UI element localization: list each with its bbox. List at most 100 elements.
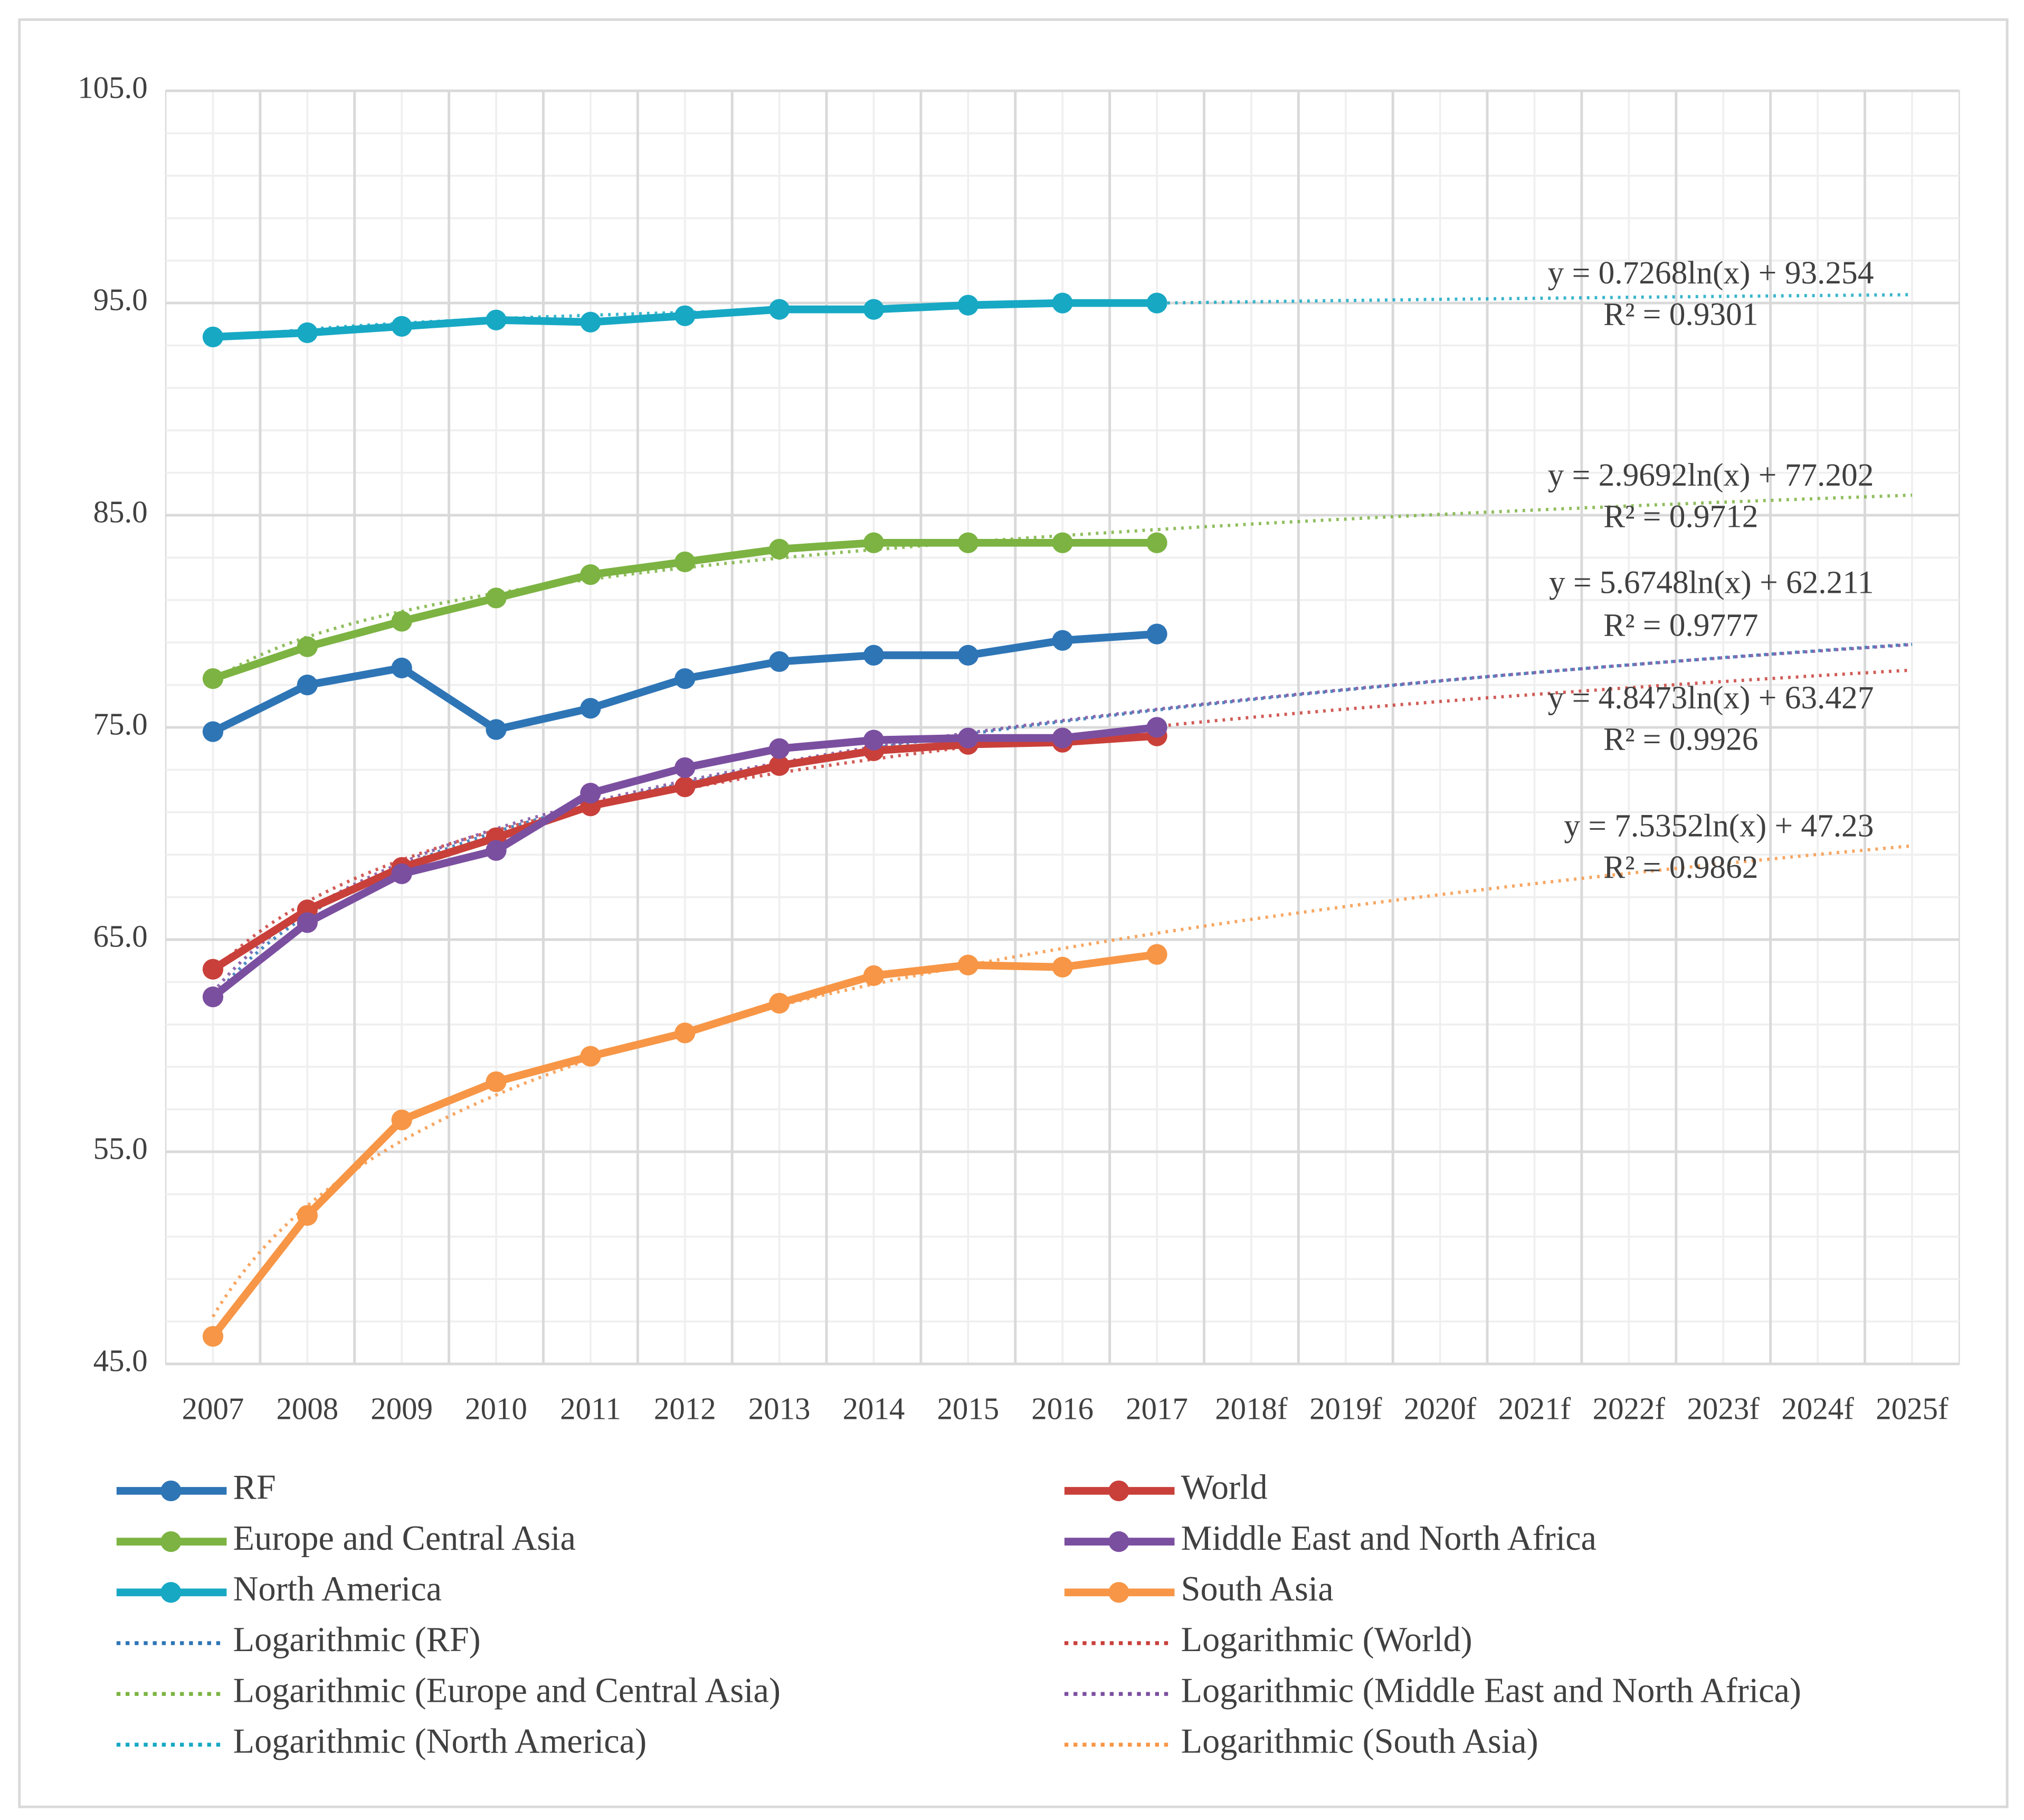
x-tick-label: 2023f [1687,1391,1760,1426]
trend-equation: y = 0.7268ln(x) + 93.254 [1548,255,1874,291]
marker [957,727,978,748]
marker [768,299,790,320]
marker [391,863,412,885]
legend-label: Logarithmic (RF) [233,1620,481,1659]
marker [863,965,885,986]
legend-label: Logarithmic (Europe and Central Asia) [233,1671,781,1710]
marker [202,668,224,689]
legend-label: World [1181,1468,1268,1507]
legend-label: Logarithmic (Middle East and North Afric… [1181,1671,1801,1710]
marker [1052,630,1073,651]
marker [202,721,224,742]
marker [1052,292,1073,314]
marker [674,305,696,326]
marker [202,959,224,980]
marker [1146,717,1167,738]
trend-r-squared: R² = 0.9926 [1603,721,1758,757]
marker [1146,623,1167,644]
trend-equation: y = 2.9692ln(x) + 77.202 [1548,457,1874,493]
marker [957,532,978,553]
x-tick-label: 2012 [654,1391,716,1426]
marker [486,587,507,609]
marker [486,719,507,740]
x-tick-label: 2020f [1404,1391,1477,1426]
legend-marker [1108,1531,1129,1552]
marker [1052,956,1073,978]
trend-line [211,844,1913,1318]
y-tick-label: 65.0 [93,920,148,954]
marker [768,651,790,672]
marker [863,644,885,666]
marker [486,1071,507,1092]
marker [863,532,885,553]
marker [297,1205,318,1226]
marker [768,738,790,759]
legend-label: South Asia [1181,1570,1334,1608]
marker [486,840,507,861]
legend-marker [160,1531,182,1552]
marker [297,322,318,343]
marker [580,311,601,333]
trend-equation: y = 4.8473ln(x) + 63.427 [1548,680,1874,716]
x-tick-label: 2007 [182,1391,244,1426]
x-tick-label: 2008 [276,1391,338,1426]
y-tick-label: 75.0 [93,707,148,742]
legend-label: North America [233,1570,442,1608]
x-tick-label: 2018f [1215,1391,1288,1426]
marker [1146,292,1167,314]
legend-marker [1108,1582,1129,1603]
marker [957,295,978,316]
x-tick-label: 2022f [1593,1391,1666,1426]
marker [391,657,412,679]
x-tick-label: 2011 [560,1391,621,1426]
x-tick-label: 2016 [1031,1391,1094,1426]
trend-r-squared: R² = 0.9712 [1603,498,1758,534]
trend-equation: y = 5.6748ln(x) + 62.211 [1549,564,1874,600]
legend-label: RF [233,1468,276,1507]
x-tick-label: 2017 [1126,1391,1188,1426]
marker [202,986,224,1008]
trend-r-squared: R² = 0.9862 [1603,849,1758,885]
legend-label: Logarithmic (World) [1181,1620,1472,1659]
y-tick-label: 95.0 [93,283,148,317]
marker [391,1110,412,1131]
marker [863,729,885,751]
marker [1146,532,1167,553]
marker [297,636,318,657]
legend-label: Europe and Central Asia [233,1519,576,1558]
marker [580,564,601,585]
y-tick-label: 105.0 [78,71,147,105]
legend-label: Middle East and North Africa [1181,1519,1597,1558]
y-tick-label: 45.0 [93,1344,148,1378]
marker [1146,944,1167,965]
y-tick-label: 85.0 [93,495,148,529]
x-tick-label: 2013 [748,1391,811,1426]
marker [768,992,790,1014]
trend-equation: y = 7.5352ln(x) + 47.23 [1564,808,1874,844]
marker [674,551,696,573]
x-tick-label: 2025f [1876,1391,1949,1426]
marker [1052,727,1073,748]
marker [202,326,224,348]
marker [674,776,696,798]
legend-label: Logarithmic (North America) [233,1722,647,1761]
x-tick-label: 2015 [937,1391,999,1426]
marker [863,299,885,320]
marker [297,912,318,933]
marker [297,675,318,696]
marker [580,698,601,719]
trend-line [212,643,1913,994]
marker [768,755,790,776]
trend-r-squared: R² = 0.9301 [1603,297,1758,333]
legend-marker [1108,1480,1129,1502]
marker [674,757,696,779]
y-tick-label: 55.0 [93,1132,148,1166]
marker [202,1326,224,1347]
x-tick-label: 2014 [843,1391,905,1426]
marker [391,611,412,632]
legend-marker [160,1480,182,1502]
marker [1052,532,1073,553]
x-tick-label: 2009 [370,1391,433,1426]
